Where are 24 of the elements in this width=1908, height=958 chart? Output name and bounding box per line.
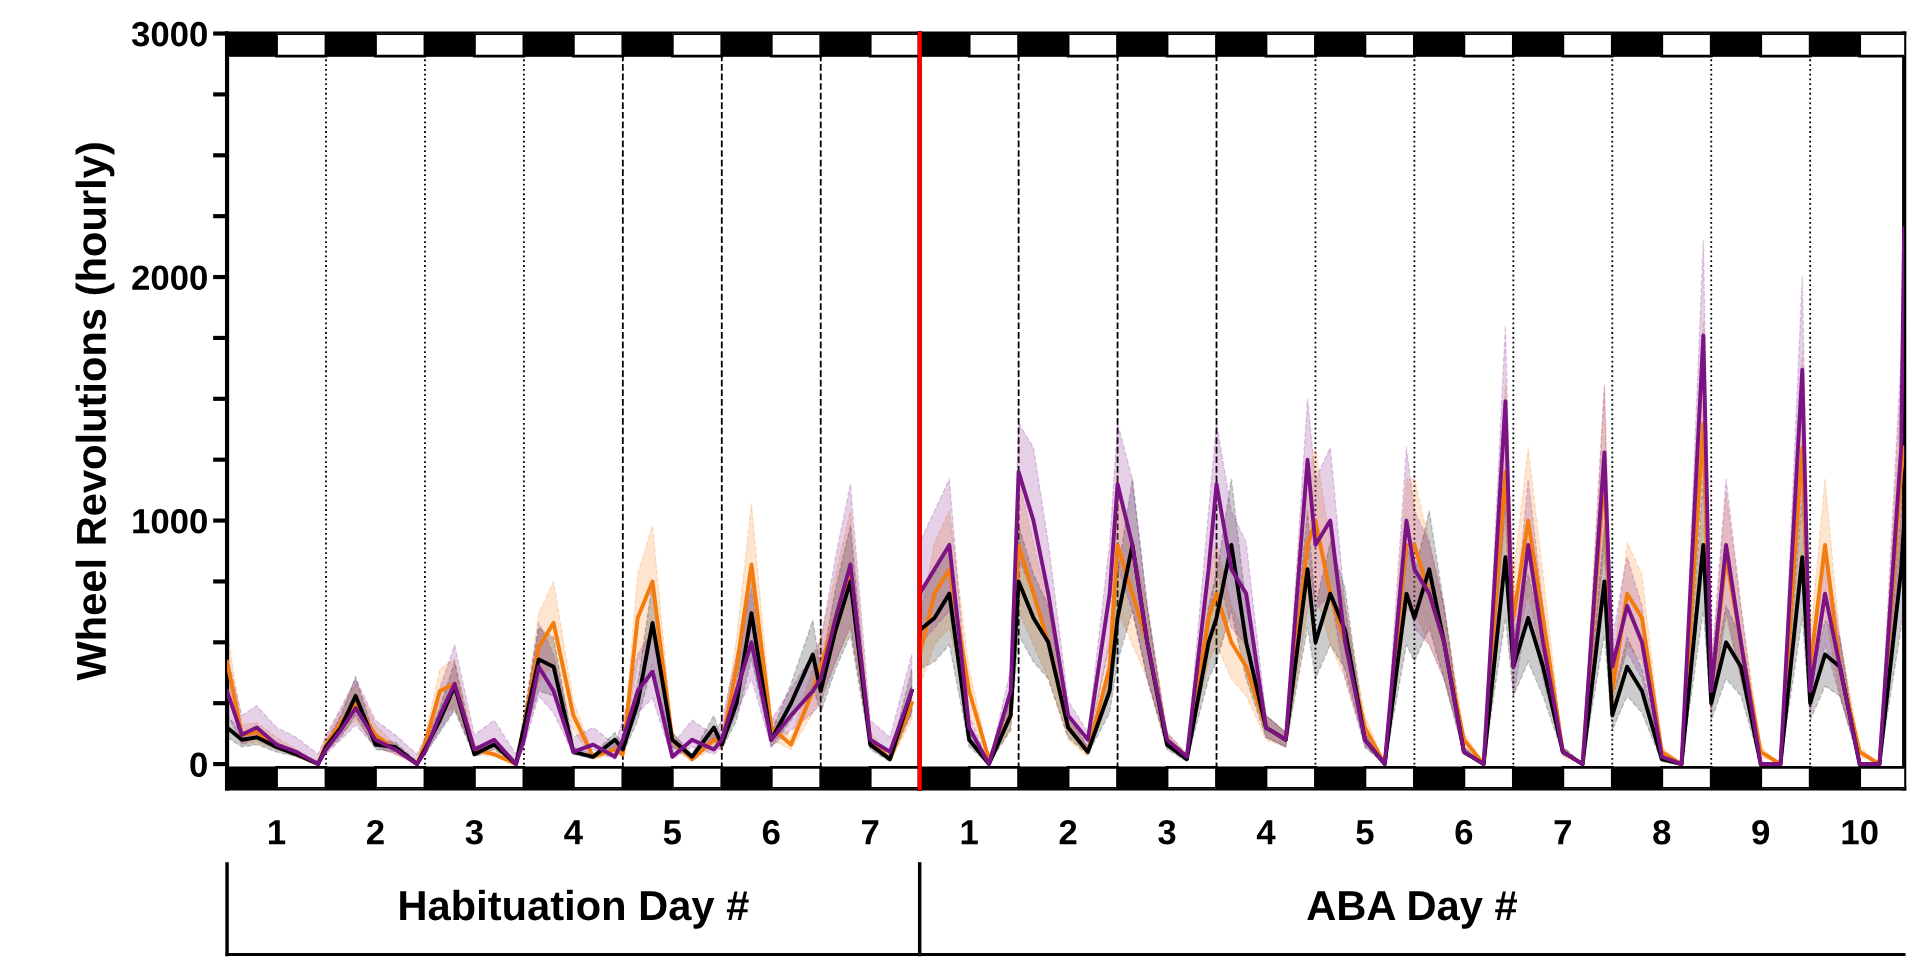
x-tick-label: 1 [269,820,286,845]
x-tick-label: 6 [762,819,780,845]
x-tick-label: 2 [367,819,384,845]
x-tick-label: 5 [663,820,681,845]
y-tick-label: 2000 [132,265,207,290]
x-tick-label: 4 [1256,820,1276,845]
x-tick-label: 10 [1842,819,1878,845]
x-tick-label: 4 [564,820,583,845]
x-tick-label: 3 [465,819,483,845]
y-tick-label: 1000 [133,508,207,534]
y-axis-title: Wheel Revolutions (hourly) [75,143,115,681]
x-tick-label: 7 [862,820,879,845]
x-tick-label: 1 [961,820,978,845]
x-tick-label: 2 [1059,819,1077,845]
y-tick-label: 0 [190,752,207,778]
x-tick-label: 7 [1554,820,1571,845]
x-axis-title: Habituation Day # [400,889,749,929]
x-tick-label: 8 [1653,819,1671,845]
x-tick-label: 5 [1356,820,1374,845]
x-axis-title: ABA Day # [1307,891,1517,929]
x-tick-label: 3 [1158,819,1176,845]
y-tick-label: 3000 [131,21,207,47]
x-tick-label: 6 [1455,819,1473,845]
x-tick-label: 9 [1752,819,1770,845]
